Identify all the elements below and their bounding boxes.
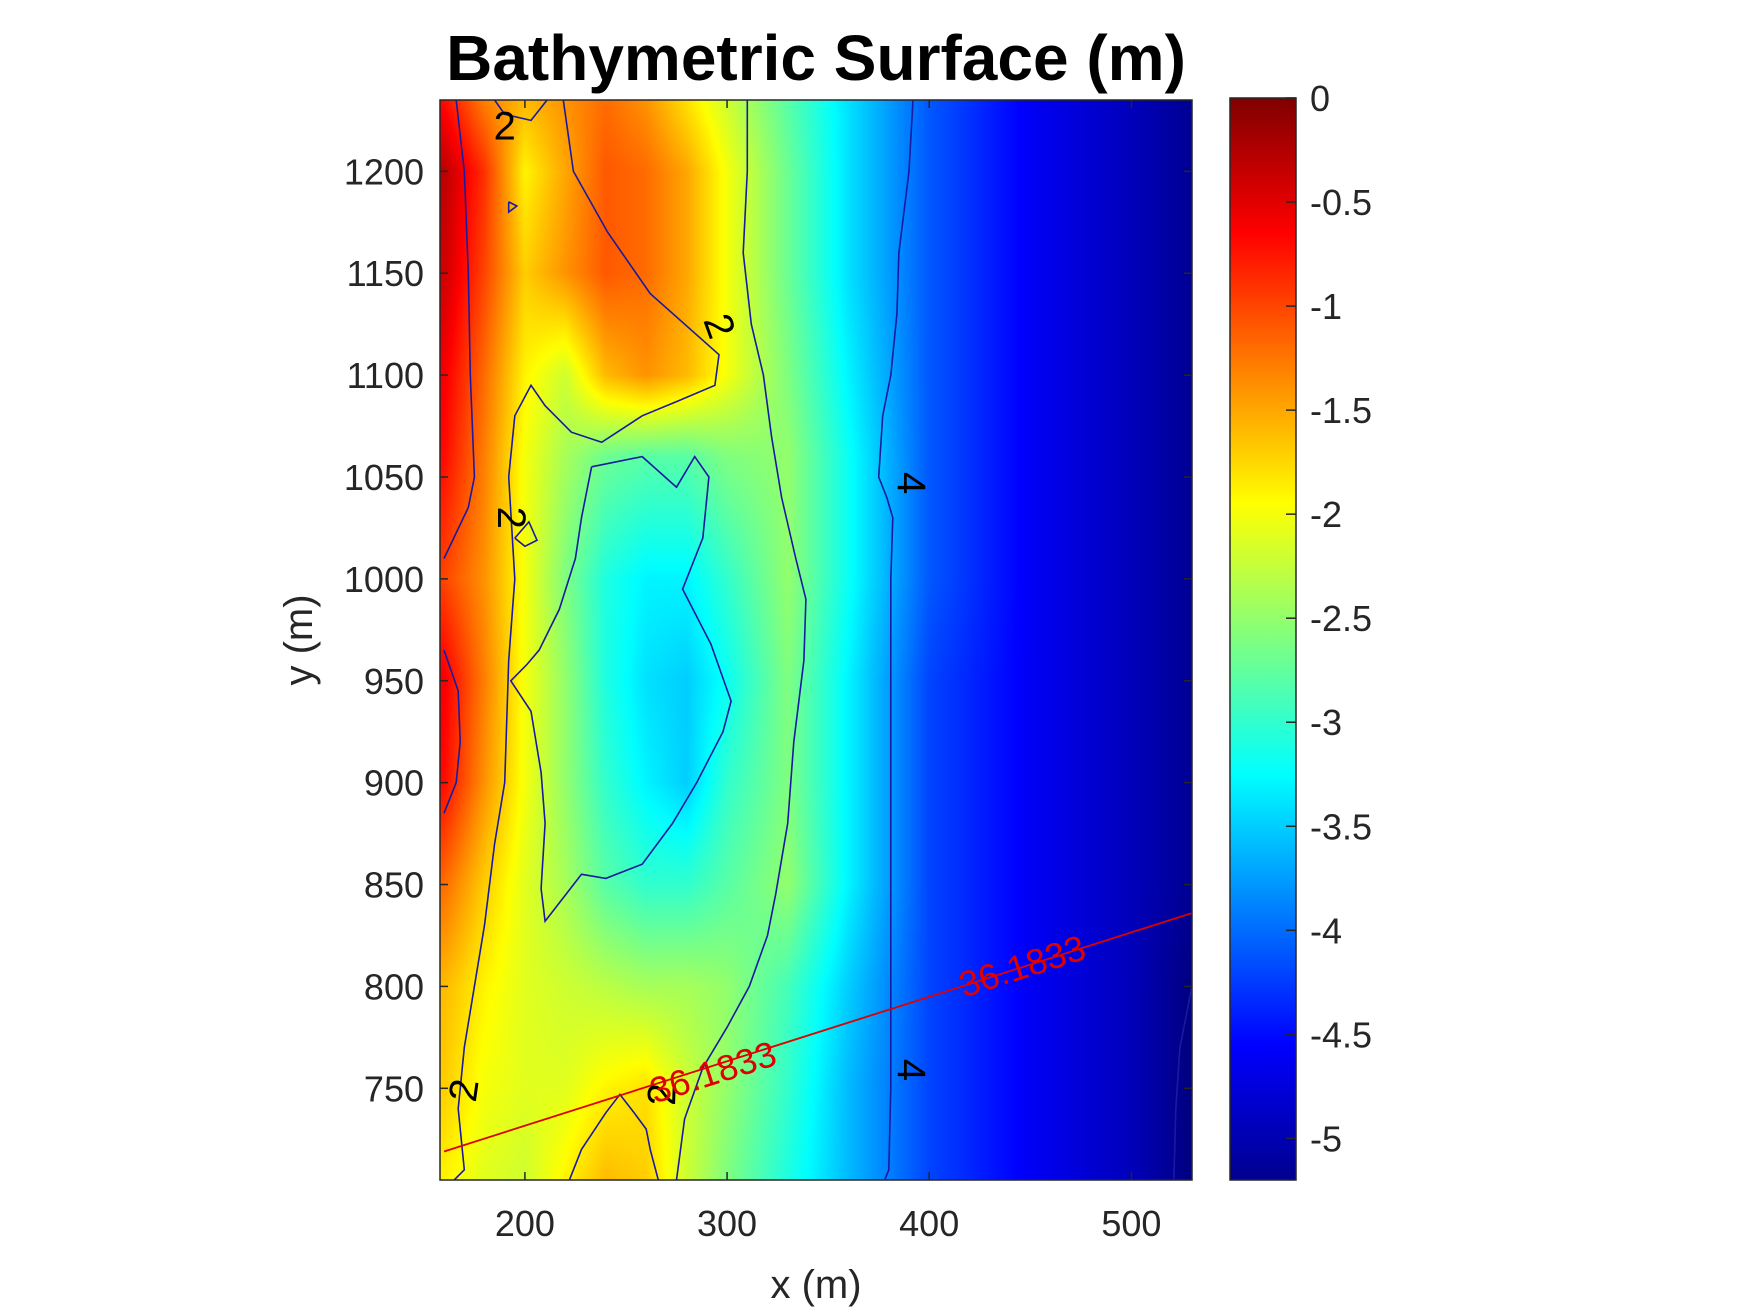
y-tick-label: 750 <box>364 1068 424 1109</box>
y-tick-label: 900 <box>364 763 424 804</box>
plot-frame <box>439 99 1193 1181</box>
colorbar-tick-label: -5 <box>1310 1118 1342 1159</box>
colorbar-tick-label: -2.5 <box>1310 598 1372 639</box>
contour-label: 4 <box>889 1059 933 1081</box>
y-tick-label: 1100 <box>347 355 424 396</box>
contour-line-2 <box>453 100 720 1180</box>
contour-line-3 <box>509 455 732 924</box>
contour-line-4 <box>877 100 914 1180</box>
colorbar-ticks: 0 -0.5 -1 -1.5 -2 -2.5 -3 -3.5 -4 -4.5 -5 <box>1286 78 1372 1159</box>
y-tick-label: 800 <box>364 966 424 1007</box>
contour-line-2 <box>493 100 548 122</box>
colorbar-tick-label: -0.5 <box>1310 182 1372 223</box>
x-tick-label: 300 <box>697 1203 757 1244</box>
y-tick-label: 1000 <box>344 559 424 600</box>
colorbar-tick-label: -1 <box>1310 286 1342 327</box>
chart-title: Bathymetric Surface (m) <box>446 22 1186 94</box>
y-tick-label: 1050 <box>344 457 424 498</box>
contour-label: 2 <box>640 1083 685 1107</box>
contour-label: 2 <box>489 507 533 529</box>
colorbar-tick-label: -4 <box>1310 910 1342 951</box>
x-tick-label: 400 <box>899 1203 959 1244</box>
colorbar-tick-label: -3 <box>1310 702 1342 743</box>
colorbar-tick-label: 0 <box>1310 78 1330 119</box>
transect-line <box>443 912 1193 1153</box>
contour-lines <box>443 100 1192 1180</box>
colorbar-tick-label: -1.5 <box>1310 390 1372 431</box>
contour-label: 4 <box>889 472 933 494</box>
contour-line-2 <box>443 649 462 814</box>
x-tick-label: 500 <box>1101 1203 1161 1244</box>
y-tick-label: 850 <box>364 865 424 906</box>
contour-line-3 <box>514 520 539 548</box>
x-tick-label: 200 <box>495 1203 555 1244</box>
contour-label: 2 <box>494 104 516 148</box>
colorbar-tick-label: -4.5 <box>1310 1014 1372 1055</box>
y-axis: 750 800 850 900 950 1000 1050 1100 1150 1200 <box>344 151 1192 1109</box>
colorbar: 0 -0.5 -1 -1.5 -2 -2.5 -3 -3.5 -4 -4.5 -5 <box>1229 78 1372 1181</box>
x-axis: 200 300 400 500 <box>495 100 1161 1244</box>
colorbar-gradient <box>1229 97 1297 1181</box>
y-tick-label: 1150 <box>347 253 424 294</box>
bathymetry-surface <box>440 100 1192 1180</box>
y-tick-label: 1200 <box>344 151 424 192</box>
contour-line-2 <box>568 1093 660 1180</box>
contour-line-2 <box>443 100 476 559</box>
colorbar-tick-label: -3.5 <box>1310 806 1372 847</box>
contour-line-2 <box>507 201 519 214</box>
y-axis-label: y (m) <box>277 594 321 685</box>
y-tick-label: 950 <box>364 661 424 702</box>
contour-line-5 <box>1173 986 1192 1180</box>
x-axis-label: x (m) <box>770 1263 861 1307</box>
contour-line-3 <box>675 100 807 1180</box>
colorbar-tick-label: -2 <box>1310 494 1342 535</box>
